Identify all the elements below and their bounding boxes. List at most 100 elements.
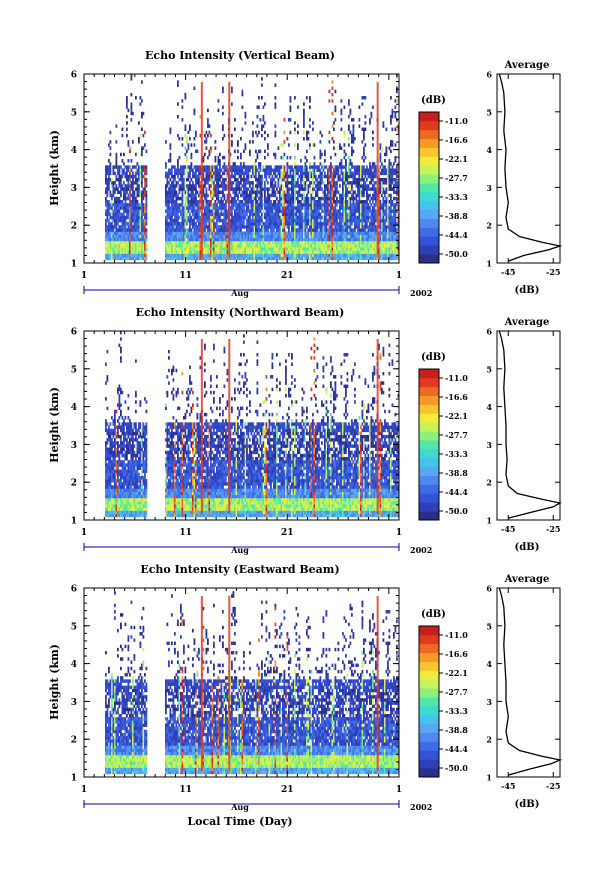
heatmap-cell [112, 168, 115, 172]
heatmap-cell [222, 171, 224, 176]
heatmap-cell [363, 177, 365, 182]
heatmap-cell [381, 171, 383, 176]
heatmap-cell [313, 225, 316, 229]
heatmap-cell [379, 152, 382, 157]
heatmap-cell [222, 228, 224, 232]
heatmap-cell [351, 240, 353, 245]
heatmap-cell [288, 240, 290, 245]
heatmap-cell [222, 203, 224, 207]
heatmap-cell [321, 203, 323, 207]
heatmap-cell [277, 225, 280, 229]
heatmap-cell [334, 222, 337, 226]
heatmap-cell [217, 168, 220, 172]
heatmap-cell [216, 240, 218, 245]
heatmap-cell [261, 77, 263, 81]
heatmap-cell [211, 171, 214, 176]
heatmap-cell [175, 228, 178, 232]
heatmap-cell [196, 225, 199, 229]
heatmap-cell [130, 206, 133, 210]
heatmap-cell [240, 218, 242, 223]
heatmap-cell [169, 193, 172, 198]
heatmap-cell [337, 171, 340, 176]
heatmap-cell [166, 244, 169, 248]
heatmap-cell [109, 190, 112, 194]
heatmap-cell [381, 193, 383, 198]
heatmap-cell [109, 237, 112, 242]
heatmap-cell [192, 200, 194, 204]
heatmap-cell [270, 184, 272, 188]
heatmap-cell [141, 222, 143, 226]
heatmap-cell [303, 177, 305, 182]
heatmap-cell [130, 228, 133, 232]
heatmap-cell [117, 165, 119, 169]
heatmap-cell [229, 253, 232, 257]
heatmap-cell [217, 247, 220, 251]
heatmap-cell [379, 209, 382, 213]
heatmap-cell [310, 215, 313, 220]
heatmap-cell [379, 184, 382, 188]
heatmap-cell [297, 181, 299, 185]
heatmap-cell [265, 187, 268, 191]
heatmap-cell [370, 215, 373, 220]
heatmap-cell [331, 92, 334, 97]
heatmap-cell [216, 231, 218, 235]
heatmap-cell [199, 247, 202, 251]
heatmap-cell [264, 231, 266, 235]
heatmap-cell [333, 231, 335, 235]
heatmap-cell [135, 196, 137, 201]
heatmap-cell [307, 228, 310, 232]
heatmap-cell [366, 209, 368, 213]
heatmap-cell [328, 184, 331, 188]
heatmap-cell [216, 190, 218, 194]
heatmap-cell [213, 250, 215, 254]
heatmap-cell [259, 231, 262, 235]
heatmap-cell [340, 168, 343, 172]
heatmap-cell [375, 196, 377, 201]
heatmap-cell [165, 253, 167, 257]
heatmap-cell [238, 247, 241, 251]
heatmap-cell [285, 171, 287, 176]
heatmap-cell [267, 240, 269, 245]
heatmap-cell [118, 256, 121, 261]
heatmap-cell [309, 212, 311, 217]
heatmap-cell [334, 256, 337, 261]
heatmap-cell [255, 159, 257, 163]
heatmap-cell [301, 225, 304, 229]
heatmap-cell [294, 212, 296, 217]
heatmap-cell [174, 231, 176, 235]
heatmap-cell [274, 247, 277, 251]
heatmap-cell [117, 215, 119, 220]
heatmap-cell [360, 244, 362, 248]
heatmap-cell [328, 212, 331, 217]
heatmap-cell [244, 215, 247, 220]
heatmap-cell [177, 247, 179, 251]
heatmap-cell [135, 225, 137, 229]
heatmap-cell [120, 240, 122, 245]
heatmap-cell [315, 256, 317, 261]
heatmap-cell [255, 168, 257, 172]
heatmap-cell [331, 165, 334, 169]
heatmap-cell [189, 171, 191, 176]
heatmap-cell [123, 187, 125, 191]
heatmap-cell [333, 237, 335, 242]
heatmap-cell [211, 218, 214, 223]
heatmap-cell [258, 240, 260, 245]
heatmap-cell [213, 240, 215, 245]
heatmap-cell [130, 212, 133, 217]
heatmap-cell [277, 218, 280, 223]
heatmap-cell [375, 231, 377, 235]
heatmap-cell [138, 222, 140, 226]
heatmap-cell [363, 96, 365, 100]
heatmap-cell [255, 149, 257, 154]
heatmap-cell [358, 247, 361, 251]
heatmap-cell [196, 231, 199, 235]
heatmap-cell [309, 250, 311, 254]
heatmap-cell [244, 237, 247, 242]
heatmap-cell [132, 187, 134, 191]
heatmap-cell [345, 209, 347, 213]
heatmap-cell [142, 196, 145, 201]
heatmap-cell [231, 174, 233, 179]
heatmap-cell [351, 203, 353, 207]
heatmap-cell [346, 234, 349, 239]
heatmap-cell [366, 200, 368, 204]
